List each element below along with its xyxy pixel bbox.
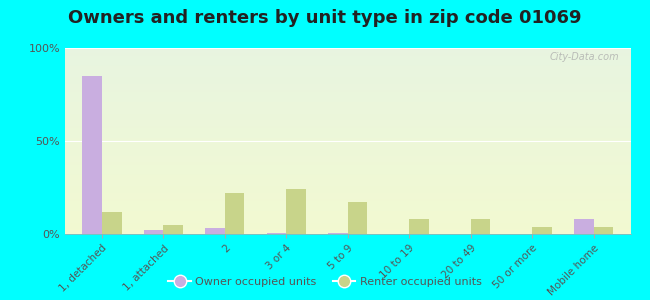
- Text: City-Data.com: City-Data.com: [549, 52, 619, 62]
- Bar: [82, 76, 102, 234]
- Bar: [348, 202, 367, 234]
- Bar: [328, 233, 348, 234]
- Bar: [163, 225, 183, 234]
- Text: Owners and renters by unit type in zip code 01069: Owners and renters by unit type in zip c…: [68, 9, 582, 27]
- Legend: Owner occupied units, Renter occupied units: Owner occupied units, Renter occupied un…: [164, 273, 486, 291]
- Bar: [471, 219, 490, 234]
- Bar: [225, 193, 244, 234]
- Bar: [144, 230, 163, 234]
- Bar: [286, 189, 306, 234]
- Bar: [266, 233, 286, 234]
- Bar: [593, 226, 614, 234]
- Bar: [574, 219, 593, 234]
- Bar: [102, 212, 122, 234]
- Bar: [410, 219, 429, 234]
- Bar: [532, 226, 552, 234]
- Bar: [205, 228, 225, 234]
